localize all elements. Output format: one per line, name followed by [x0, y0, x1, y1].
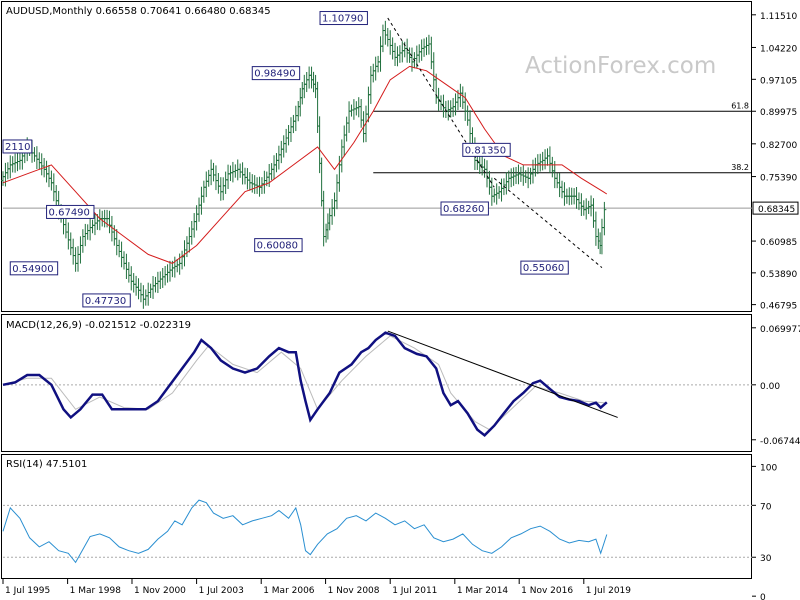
price-ytick-label: 0.60985	[760, 238, 797, 248]
rsi-ytick-label: 0	[760, 593, 766, 600]
macd-panel-frame	[1, 314, 752, 452]
xtick-label: 1 Jul 2019	[586, 586, 631, 596]
annotation-box	[2, 139, 33, 154]
macd-layer	[2, 330, 752, 437]
axis-layer: 1.11510 1.04220 0.97105 0.89975 0.82700 0.753…	[2, 12, 800, 600]
macd-ytick-label: 0.069977	[760, 325, 800, 335]
moving-average-line	[2, 65, 608, 264]
last-price-label: 0.68345	[758, 205, 795, 215]
rsi-layer	[2, 499, 752, 564]
last-price-box	[752, 201, 799, 215]
xtick-label: 1 Nov 2000	[134, 586, 186, 596]
fib-label-61.8: 61.8	[731, 101, 749, 110]
watermark: ActionForex.com	[525, 53, 716, 79]
xtick-label: 1 Nov 2016	[521, 586, 573, 596]
macd-title: MACD(12,26,9) -0.021512 -0.022319	[6, 320, 191, 331]
rsi-panel-frame	[1, 454, 752, 579]
xtick-label: 1 Nov 2008	[328, 586, 380, 596]
price-ytick-label: 1.11510	[760, 12, 797, 22]
annotation-label: 1.10790	[322, 14, 363, 25]
price-ytick-label: 0.97105	[760, 76, 797, 86]
price-ytick-label: 0.53890	[760, 270, 797, 280]
macd-ytick-label: -0.067448	[760, 437, 800, 447]
annotation-label: 0.54900	[12, 264, 53, 275]
annotation-label: 0.81350	[465, 145, 506, 156]
annotation-box	[251, 66, 301, 81]
annotation-box	[440, 201, 489, 216]
annotation-box	[9, 261, 59, 276]
annotation-label: 0.47730	[85, 296, 126, 307]
rsi-line	[2, 499, 608, 564]
xtick-label: 1 Mar 2014	[457, 586, 509, 596]
annotation-box	[254, 238, 303, 253]
rsi-title: RSI(14) 47.5101	[6, 459, 87, 470]
xtick-label: 1 Jul 1995	[5, 586, 50, 596]
annotation-box	[319, 11, 368, 26]
price-ytick-label: 0.89975	[760, 108, 797, 118]
price-ytick-label: 0.82700	[760, 141, 797, 151]
xtick-label: 1 Jul 2011	[392, 586, 437, 596]
dashed-trend-line-2	[493, 177, 603, 268]
price-panel-frame	[1, 1, 752, 312]
price-layer: 61.8 38.2 2110 0.67490 0.54900 0.47730 0.98490…	[1, 11, 752, 309]
annotation-box	[46, 204, 95, 219]
price-title: AUDUSD,Monthly 0.66558 0.70641 0.66480 0…	[6, 6, 271, 17]
rsi-ytick-label: 70	[760, 502, 772, 512]
annotation-box	[462, 142, 511, 157]
annotation-label: 0.67490	[49, 207, 90, 218]
xtick-label: 1 Jul 2003	[199, 586, 244, 596]
price-ytick-label: 0.46795	[760, 302, 797, 312]
annotation-label: 0.55060	[523, 263, 564, 274]
annotation-box	[82, 293, 131, 308]
rsi-ytick-label: 100	[760, 463, 777, 473]
rsi-ytick-label: 30	[760, 554, 772, 564]
macd-line	[2, 331, 608, 437]
macd-trend-line	[387, 330, 618, 418]
macd-ytick-label: 0.00	[760, 382, 780, 392]
fib-label-38.2: 38.2	[731, 163, 749, 172]
annotation-label: 0.60080	[257, 241, 298, 252]
price-ytick-label: 0.75390	[760, 174, 797, 184]
annotation-label: 0.68260	[443, 204, 484, 215]
xtick-label: 1 Mar 1998	[70, 586, 122, 596]
annotation-label: 0.98490	[254, 69, 295, 80]
price-ytick-label: 1.04220	[760, 44, 797, 54]
xtick-label: 1 Mar 2006	[263, 586, 315, 596]
annotation-box	[520, 260, 569, 275]
annotation-label: 2110	[5, 142, 30, 153]
